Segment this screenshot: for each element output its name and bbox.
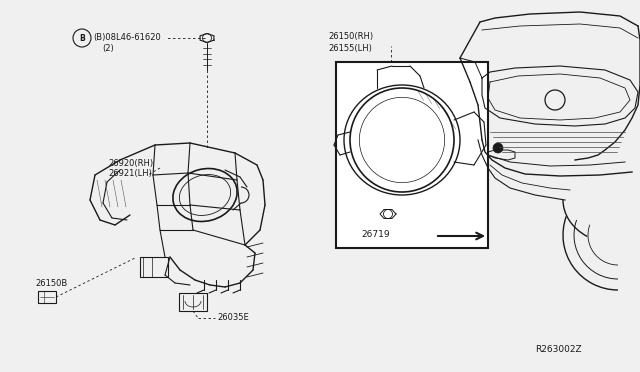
Text: 26921(LH): 26921(LH) [108, 169, 152, 177]
Bar [38, 291, 56, 303]
Text: 26035E: 26035E [217, 314, 249, 323]
Circle shape [493, 143, 503, 153]
Bar [179, 293, 207, 311]
Text: 26719: 26719 [362, 230, 390, 238]
Text: (B)08L46-61620: (B)08L46-61620 [93, 32, 161, 42]
Text: 26150(RH): 26150(RH) [328, 32, 373, 41]
Text: 26150B: 26150B [35, 279, 67, 288]
Text: B: B [79, 33, 85, 42]
Text: R263002Z: R263002Z [535, 346, 582, 355]
Text: (2): (2) [102, 44, 114, 52]
Bar [336, 62, 488, 248]
Text: 26920(RH): 26920(RH) [108, 158, 153, 167]
Text: 26155(LH): 26155(LH) [328, 44, 372, 52]
Bar [140, 257, 168, 277]
